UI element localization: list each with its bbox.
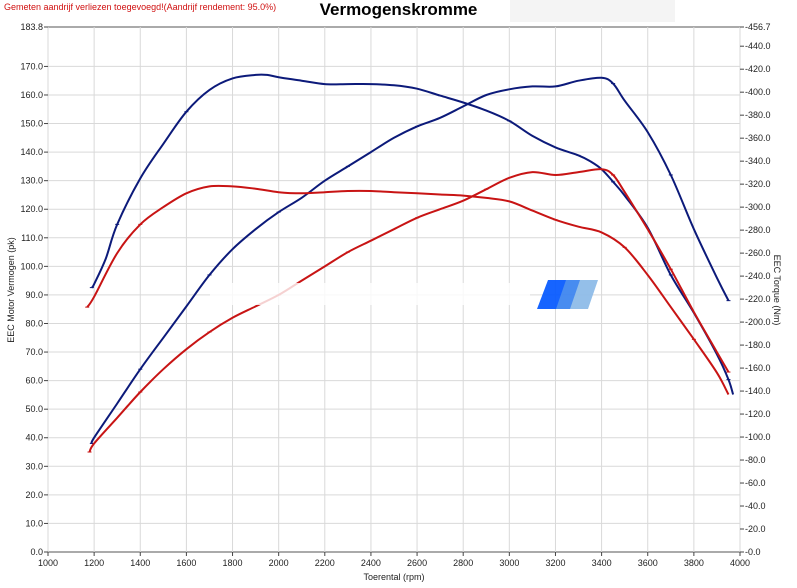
y-right-tick-label: -140.0	[745, 386, 771, 396]
x-axis: 1000 1200 1400 1600 1800 2000 2200 2400 2600 2800…	[38, 552, 750, 568]
y-right-tick-label: -200.0	[745, 317, 771, 327]
y-left-tick-label: 60.0	[25, 376, 43, 386]
chart-title: Vermogenskromme	[319, 0, 478, 19]
y-right-tick-label: -360.0	[745, 133, 771, 143]
series-line-3	[86, 184, 730, 395]
y-right-tick-label: -180.0	[745, 340, 771, 350]
y-left-tick-label: 80.0	[25, 318, 43, 328]
title-background	[510, 0, 675, 22]
y-left-tick-label: 10.0	[25, 518, 43, 528]
x-tick-label: 2600	[407, 558, 427, 568]
y-left-tick-label: 0.0	[30, 547, 43, 557]
y-left-tick-label: 50.0	[25, 404, 43, 414]
x-tick-label: 1600	[176, 558, 196, 568]
y-left-tick-label: 90.0	[25, 290, 43, 300]
y-right-tick-label: -120.0	[745, 409, 771, 419]
x-tick-label: 3200	[545, 558, 565, 568]
y-left-tick-label: 170.0	[20, 61, 43, 71]
x-tick-label: 2200	[315, 558, 335, 568]
x-tick-label: 1800	[223, 558, 243, 568]
y-left-tick-label: 30.0	[25, 461, 43, 471]
y-left-tick-label: 20.0	[25, 490, 43, 500]
y-right-tick-label: -80.0	[745, 455, 766, 465]
y-right-tick-label: -400.0	[745, 87, 771, 97]
y-left-tick-label: 120.0	[20, 204, 43, 214]
right-axis: -0.0 -20.0 -40.0 -60.0 -80.0 -100.0 -120.0 -140…	[740, 22, 771, 557]
y-right-tick-label: -260.0	[745, 248, 771, 258]
left-axis: 0.0 10.0 20.0 30.0 40.0 50.0 60.0 70.0 80.0 90.0 1…	[20, 22, 48, 557]
y-right-tick-label: -320.0	[745, 179, 771, 189]
series-group	[85, 73, 735, 453]
y-right-tick-label: -340.0	[745, 156, 771, 166]
x-tick-label: 3800	[684, 558, 704, 568]
y-right-tick-label: -440.0	[745, 41, 771, 51]
x-tick-label: 3400	[592, 558, 612, 568]
y-left-tick-label: 150.0	[20, 119, 43, 129]
y-right-tick-label: -40.0	[745, 501, 766, 511]
x-tick-label: 1200	[84, 558, 104, 568]
y-right-tick-label: -60.0	[745, 478, 766, 488]
y-right-tick-label: -20.0	[745, 524, 766, 534]
y-left-tick-label: 110.0	[21, 233, 43, 243]
y-left-tick-label: 40.0	[25, 433, 43, 443]
x-tick-label: 1400	[130, 558, 150, 568]
y-right-tick-label: -300.0	[745, 202, 771, 212]
x-tick-label: 1000	[38, 558, 58, 568]
y-left-tick-label: 70.0	[25, 347, 43, 357]
y-right-tick-label: -280.0	[745, 225, 771, 235]
y-right-tick-label: -420.0	[745, 64, 771, 74]
x-tick-label: 3600	[638, 558, 658, 568]
x-axis-label: Toerental (rpm)	[363, 572, 424, 582]
x-tick-label: 2800	[453, 558, 473, 568]
y-right-tick-label: -0.0	[745, 547, 761, 557]
y-axis-right-label: EEC Torque (Nm)	[772, 255, 782, 326]
y-right-tick-label: -100.0	[745, 432, 771, 442]
y-right-tick-label: -220.0	[745, 294, 771, 304]
y-left-tick-label: 130.0	[20, 176, 43, 186]
x-tick-label: 2000	[269, 558, 289, 568]
x-tick-label: 4000	[730, 558, 750, 568]
drive-loss-note: Gemeten aandrijf verliezen toegevoegd!(A…	[4, 2, 277, 12]
y-axis-left-label: EEC Motor Vermogen (pk)	[6, 237, 16, 343]
x-tick-label: 2400	[361, 558, 381, 568]
y-right-tick-label: -456.7	[745, 22, 771, 32]
y-right-tick-label: -160.0	[745, 363, 771, 373]
y-right-tick-label: -380.0	[745, 110, 771, 120]
watermark-logo	[210, 280, 598, 309]
y-left-tick-label: 183.8	[20, 22, 43, 32]
x-tick-label: 3000	[499, 558, 519, 568]
y-right-tick-label: -240.0	[745, 271, 771, 281]
y-left-tick-label: 140.0	[20, 147, 43, 157]
y-left-tick-label: 100.0	[20, 261, 43, 271]
y-left-tick-label: 160.0	[20, 90, 43, 100]
